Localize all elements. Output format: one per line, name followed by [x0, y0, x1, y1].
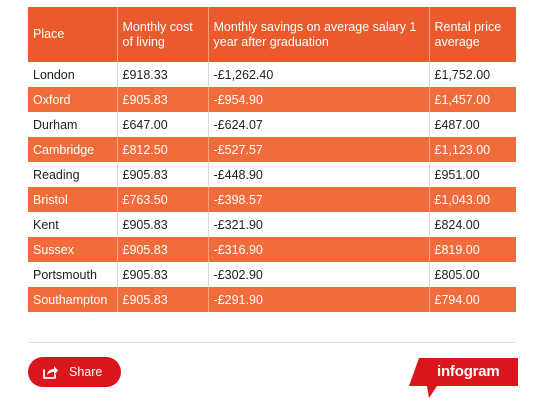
cell-rental-price: £951.00 — [429, 162, 516, 187]
cell-monthly-savings: -£321.90 — [208, 212, 430, 237]
cell-place: London — [28, 62, 118, 87]
table-row: Portsmouth £905.83 -£302.90 £805.00 — [28, 262, 516, 287]
cell-rental-price: £1,043.00 — [429, 187, 516, 212]
table-row: Durham £647.00 -£624.07 £487.00 — [28, 112, 516, 137]
header-monthly-savings: Monthly savings on average salary 1 year… — [208, 7, 430, 62]
footer-divider — [28, 342, 516, 343]
share-button[interactable]: Share — [28, 357, 121, 387]
cell-monthly-cost: £763.50 — [117, 187, 209, 212]
table-row: Bristol £763.50 -£398.57 £1,043.00 — [28, 187, 516, 212]
header-monthly-cost: Monthly cost of living — [117, 7, 209, 62]
cell-place: Oxford — [28, 87, 118, 112]
table-row: Southampton £905.83 -£291.90 £794.00 — [28, 287, 516, 312]
cell-place: Durham — [28, 112, 118, 137]
share-icon — [42, 364, 59, 380]
table-row: Sussex £905.83 -£316.90 £819.00 — [28, 237, 516, 262]
cell-place: Bristol — [28, 187, 118, 212]
cost-of-living-table: Place Monthly cost of living Monthly sav… — [28, 7, 516, 312]
data-table-container: Place Monthly cost of living Monthly sav… — [28, 7, 516, 312]
cell-monthly-savings: -£316.90 — [208, 237, 430, 262]
table-row: Cambridge £812.50 -£527.57 £1,123.00 — [28, 137, 516, 162]
table-row: London £918.33 -£1,262.40 £1,752.00 — [28, 62, 516, 87]
cell-monthly-savings: -£1,262.40 — [208, 62, 430, 87]
header-place: Place — [28, 7, 118, 62]
cell-monthly-cost: £905.83 — [117, 87, 209, 112]
cell-monthly-savings: -£448.90 — [208, 162, 430, 187]
table-row: Oxford £905.83 -£954.90 £1,457.00 — [28, 87, 516, 112]
cell-rental-price: £1,123.00 — [429, 137, 516, 162]
infogram-label: infogram — [437, 363, 500, 380]
cell-monthly-cost: £905.83 — [117, 212, 209, 237]
infogram-logo[interactable]: infogram — [409, 358, 518, 398]
cell-monthly-savings: -£954.90 — [208, 87, 430, 112]
cell-monthly-cost: £905.83 — [117, 262, 209, 287]
share-label: Share — [69, 365, 103, 379]
cell-place: Sussex — [28, 237, 118, 262]
cell-monthly-savings: -£291.90 — [208, 287, 430, 312]
cell-rental-price: £819.00 — [429, 237, 516, 262]
cell-monthly-cost: £647.00 — [117, 112, 209, 137]
cell-place: Cambridge — [28, 137, 118, 162]
cell-rental-price: £1,752.00 — [429, 62, 516, 87]
infogram-badge-shape — [409, 358, 518, 398]
cell-rental-price: £487.00 — [429, 112, 516, 137]
header-rental-price: Rental price average — [429, 7, 516, 62]
table-row: Kent £905.83 -£321.90 £824.00 — [28, 212, 516, 237]
table-header-row: Place Monthly cost of living Monthly sav… — [28, 7, 516, 62]
cell-rental-price: £1,457.00 — [429, 87, 516, 112]
cell-rental-price: £794.00 — [429, 287, 516, 312]
cell-monthly-cost: £905.83 — [117, 162, 209, 187]
cell-rental-price: £824.00 — [429, 212, 516, 237]
cell-monthly-savings: -£398.57 — [208, 187, 430, 212]
cell-monthly-cost: £905.83 — [117, 287, 209, 312]
cell-monthly-savings: -£624.07 — [208, 112, 430, 137]
cell-rental-price: £805.00 — [429, 262, 516, 287]
table-row: Reading £905.83 -£448.90 £951.00 — [28, 162, 516, 187]
cell-place: Reading — [28, 162, 118, 187]
cell-place: Portsmouth — [28, 262, 118, 287]
cell-monthly-savings: -£527.57 — [208, 137, 430, 162]
cell-place: Kent — [28, 212, 118, 237]
cell-monthly-cost: £905.83 — [117, 237, 209, 262]
cell-monthly-cost: £918.33 — [117, 62, 209, 87]
cell-monthly-cost: £812.50 — [117, 137, 209, 162]
cell-place: Southampton — [28, 287, 118, 312]
cell-monthly-savings: -£302.90 — [208, 262, 430, 287]
